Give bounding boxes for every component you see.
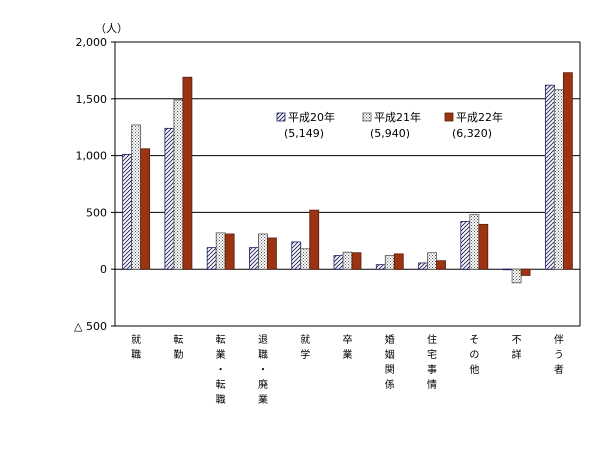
bar-平成22年-伴う者 — [562, 72, 573, 270]
bar-平成20年-転勤 — [164, 127, 175, 270]
legend-swatch — [276, 112, 286, 122]
x-category-label: 卒業 — [343, 333, 353, 361]
legend-series-total: (6,320) — [452, 127, 492, 140]
y-tick-labels: 2,000 1,500 1,000 500 0 △ 500 — [74, 36, 107, 333]
bar-平成22年-就職 — [140, 148, 151, 270]
x-category-label: 住宅事情 — [427, 333, 437, 391]
legend-series-name: 平成22年 — [456, 110, 503, 124]
bar-平成20年-その他 — [460, 221, 471, 270]
legend-series-total: (5,940) — [370, 127, 410, 140]
bar-平成22年-住宅事情 — [436, 260, 446, 270]
x-category-label: 就職 — [131, 333, 141, 361]
bar-平成20年-婚姻関係 — [375, 264, 386, 270]
bar-series — [122, 72, 573, 284]
legend-series-name: 平成21年 — [374, 110, 421, 124]
bar-平成21年-不詳 — [511, 268, 522, 284]
bar-平成20年-卒業 — [333, 255, 344, 270]
x-category-labels: 就職 転勤 転業・転職 退職・廃業 就学 卒業 婚姻関係 住宅事情 その他 不詳 伴う者 — [131, 333, 564, 406]
x-category-label: 就学 — [300, 333, 310, 361]
bar-平成21年-卒業 — [342, 251, 353, 270]
bar-平成22年-就学 — [309, 209, 320, 270]
legend-series-total: (5,149) — [284, 127, 324, 140]
y-axis-unit-label: （人） — [95, 22, 128, 35]
bar-平成22年-不詳 — [520, 268, 531, 276]
bar-平成21年-住宅事情 — [427, 252, 437, 270]
bar-平成22年-婚姻関係 — [393, 253, 404, 270]
y-tick-label: 1,000 — [76, 150, 108, 163]
bar-平成21年-婚姻関係 — [384, 255, 395, 270]
bar-平成20年-住宅事情 — [418, 262, 428, 270]
x-category-label: 転勤 — [173, 334, 183, 361]
legend-swatch — [362, 112, 372, 122]
x-category-label: 不詳 — [512, 335, 522, 361]
bar-平成22年-卒業 — [351, 252, 362, 270]
x-category-label: その他 — [469, 334, 479, 376]
bar-平成22年-その他 — [478, 223, 489, 270]
y-tick-label: 2,000 — [76, 36, 108, 49]
legend: 平成20年 (5,149) 平成21年 (5,940) 平成22年 (6,320) — [276, 110, 503, 140]
bar-平成21年-伴う者 — [553, 89, 564, 270]
y-tick-label: △ 500 — [74, 320, 107, 333]
x-category-label: 転業・転職 — [216, 334, 226, 406]
bar-平成21年-就学 — [300, 248, 311, 270]
bar-平成21年-その他 — [469, 214, 480, 270]
bar-平成22年-転勤 — [182, 76, 193, 270]
bar-平成21年-転業・転職 — [215, 232, 226, 270]
bar-平成21年-転勤 — [173, 99, 184, 270]
legend-swatch — [444, 112, 454, 122]
y-tick-label: 500 — [86, 206, 107, 219]
bar-平成20年-不詳 — [502, 268, 513, 271]
bar-平成20年-就学 — [291, 241, 302, 270]
bar-平成21年-退職・廃業 — [258, 233, 268, 270]
y-tick-label: 1,500 — [76, 93, 108, 106]
bar-平成22年-転業・転職 — [224, 233, 235, 270]
bar-平成20年-退職・廃業 — [249, 247, 259, 270]
bar-平成20年-転業・転職 — [206, 247, 217, 270]
bar-平成22年-退職・廃業 — [267, 237, 277, 270]
legend-series-name: 平成20年 — [288, 110, 335, 124]
x-category-label: 退職・廃業 — [258, 334, 268, 406]
x-category-label: 伴う者 — [554, 333, 564, 376]
axes — [111, 41, 581, 327]
bar-平成20年-伴う者 — [544, 84, 555, 270]
bar-平成21年-就職 — [131, 124, 142, 270]
bar-平成20年-就職 — [122, 154, 133, 270]
x-category-label: 婚姻関係 — [385, 333, 395, 391]
y-tick-label: 0 — [100, 263, 107, 276]
